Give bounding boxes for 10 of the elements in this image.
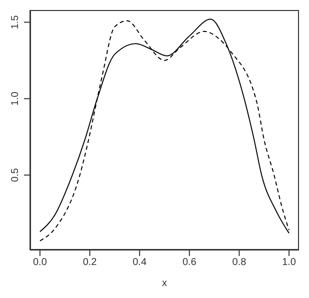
x-tick-label: 0.4 — [132, 257, 147, 268]
x-tick-label: 0.2 — [82, 257, 98, 268]
x-tick-label: 0.0 — [33, 257, 48, 268]
y-tick-label: 1.5 — [10, 14, 21, 30]
y-tick-label: 0.5 — [10, 168, 21, 182]
x-axis-title: x — [162, 278, 167, 289]
x-tick-label: 0.8 — [232, 257, 247, 268]
x-tick-label: 1.0 — [282, 257, 296, 268]
x-tick-label: 0.6 — [182, 257, 197, 268]
y-tick-label: 1.0 — [10, 91, 21, 106]
